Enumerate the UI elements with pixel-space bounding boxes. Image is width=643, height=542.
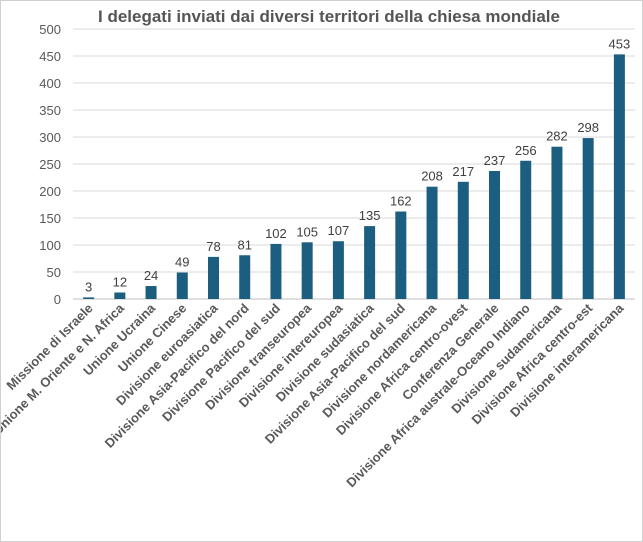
data-label: 107	[328, 223, 350, 238]
data-label: 135	[359, 208, 381, 223]
data-label: 237	[484, 153, 506, 168]
bar	[426, 186, 438, 299]
data-label: 12	[113, 275, 127, 290]
bar	[176, 272, 188, 299]
data-label: 24	[144, 268, 158, 283]
data-label: 3	[85, 279, 92, 294]
bar	[364, 226, 376, 299]
bar	[83, 297, 95, 299]
y-tick-label: 350	[39, 103, 61, 118]
data-label: 81	[237, 237, 251, 252]
y-tick-label: 50	[47, 265, 61, 280]
y-tick-label: 250	[39, 157, 61, 172]
y-tick-label: 200	[39, 184, 61, 199]
bar	[395, 211, 407, 299]
data-label: 78	[206, 239, 220, 254]
bar	[301, 242, 313, 299]
y-tick-label: 450	[39, 49, 61, 64]
data-label: 208	[421, 169, 443, 184]
data-label: 162	[390, 194, 412, 209]
bar	[613, 54, 625, 299]
bar	[489, 171, 500, 299]
bar	[239, 255, 251, 299]
data-label: 256	[515, 143, 537, 158]
bar	[145, 286, 157, 299]
data-label: 453	[609, 36, 631, 51]
bar	[457, 181, 469, 299]
data-label: 298	[577, 120, 599, 135]
bar	[582, 138, 594, 299]
data-label: 217	[452, 164, 474, 179]
data-label: 49	[175, 255, 189, 270]
y-tick-label: 100	[39, 238, 61, 253]
bar	[208, 256, 219, 299]
bar	[520, 160, 532, 299]
data-label: 282	[546, 129, 568, 144]
bar	[114, 292, 126, 299]
bar	[332, 241, 344, 299]
y-tick-label: 300	[39, 130, 61, 145]
y-tick-label: 150	[39, 211, 61, 226]
bar	[270, 243, 282, 299]
data-label: 105	[296, 224, 318, 239]
bar	[551, 146, 563, 299]
y-tick-label: 0	[54, 292, 61, 307]
data-label: 102	[265, 226, 287, 241]
y-tick-label: 400	[39, 76, 61, 91]
y-tick-label: 500	[39, 22, 61, 37]
chart-title: I delegati inviati dai diversi territori…	[98, 7, 560, 26]
